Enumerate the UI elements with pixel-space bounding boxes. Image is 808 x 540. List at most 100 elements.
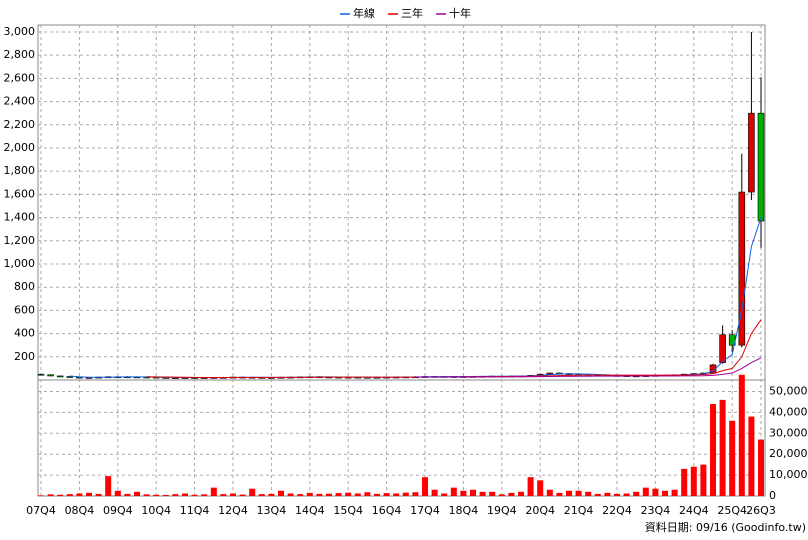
volume-bar — [335, 493, 342, 496]
y-tick-label: 1,600 — [4, 187, 36, 200]
y-tick-label: 800 — [14, 280, 35, 293]
x-tick-label: 10Q4 — [141, 504, 171, 517]
candle-body — [738, 191, 746, 346]
x-tick-label: 09Q4 — [103, 504, 133, 517]
candle-body — [748, 112, 755, 193]
volume-bar — [268, 493, 275, 496]
x-tick-label: 21Q4 — [564, 504, 594, 517]
y2-tick-label: 50,000 — [769, 384, 808, 397]
volume-bar — [681, 468, 688, 496]
x-tick-label: 20Q4 — [525, 504, 555, 517]
volume-bar — [642, 487, 649, 496]
volume-bar — [66, 494, 73, 496]
x-tick-label: 26Q3 — [746, 504, 776, 517]
x-tick-label: 14Q4 — [295, 504, 325, 517]
volume-bar — [431, 489, 438, 496]
candle-body — [719, 334, 726, 363]
y-tick-label: 1,800 — [4, 164, 36, 177]
volume-bar — [738, 374, 745, 496]
volume-bar — [614, 493, 620, 496]
volume-bar — [441, 493, 448, 496]
volume-bar — [191, 494, 198, 496]
volume-bar — [508, 492, 515, 496]
volume-bar — [86, 492, 92, 496]
volume-bar — [76, 493, 83, 496]
volume-bar — [220, 494, 227, 496]
x-tick-label: 17Q4 — [410, 504, 440, 517]
y-tick-label: 1,000 — [4, 257, 36, 270]
x-tick-label: 19Q4 — [487, 504, 517, 517]
volume-bar — [258, 494, 265, 496]
volume-bar — [230, 493, 236, 496]
volume-bar — [537, 480, 544, 496]
volume-bar — [210, 487, 217, 496]
y2-tick-label: 10,000 — [769, 468, 808, 481]
volume-bar — [690, 466, 697, 496]
volume-bar — [604, 492, 611, 496]
y-tick-label: 2,600 — [4, 71, 36, 84]
volume-bar — [498, 494, 505, 496]
volume-bar — [594, 493, 601, 496]
volume-bar — [249, 488, 256, 496]
volume-bar — [758, 439, 764, 496]
volume-bar — [623, 493, 630, 496]
volume-bar — [450, 487, 457, 496]
y-tick-label: 600 — [14, 303, 35, 316]
candle-body — [56, 375, 64, 378]
volume-bar — [316, 493, 323, 496]
volume-bar — [652, 488, 659, 496]
x-tick-label: 18Q4 — [449, 504, 479, 517]
candle-body — [546, 372, 554, 375]
x-tick-label: 22Q4 — [602, 504, 632, 517]
volume-bar — [95, 493, 102, 496]
candle-body — [47, 374, 54, 377]
volume-bar — [556, 492, 563, 496]
volume-bar — [585, 491, 592, 496]
volume-bar — [143, 494, 150, 496]
volume-bar — [182, 493, 188, 496]
volume-bar — [38, 495, 44, 496]
y2-tick-label: 20,000 — [769, 447, 808, 460]
volume-bar — [374, 493, 380, 496]
volume-bar — [162, 494, 169, 496]
candle-body — [757, 112, 765, 222]
volume-bar — [402, 492, 409, 496]
candle-body — [37, 373, 45, 376]
legend-label: 十年 — [449, 6, 471, 20]
x-tick-label: 23Q4 — [641, 504, 671, 517]
y-tick-label: 200 — [14, 350, 35, 363]
volume-bar — [566, 490, 572, 496]
volume-bar — [470, 489, 476, 496]
volume-bar — [326, 493, 332, 496]
volume-bar — [671, 489, 678, 496]
y-tick-label: 400 — [14, 327, 35, 340]
x-tick-label: 16Q4 — [372, 504, 402, 517]
volume-bar — [354, 493, 361, 496]
volume-bar — [479, 491, 486, 496]
x-tick-label: 07Q4 — [26, 504, 56, 517]
volume-bar — [297, 494, 304, 496]
ma-line — [415, 357, 762, 378]
volume-bar — [719, 399, 726, 496]
volume-bar — [662, 490, 668, 496]
volume-bar — [546, 489, 553, 496]
y2-tick-label: 30,000 — [769, 426, 808, 439]
x-tick-label: 24Q4 — [679, 504, 709, 517]
volume-bar — [575, 490, 582, 496]
plot-frame — [37, 24, 766, 497]
volume-bar — [383, 493, 390, 496]
y-tick-label: 3,000 — [4, 25, 36, 38]
volume-bar — [412, 492, 419, 496]
volume-bar — [239, 494, 246, 496]
volume-bar — [633, 491, 640, 496]
y-tick-label: 2,200 — [4, 118, 36, 131]
volume-bar — [489, 491, 496, 496]
volume-bar — [422, 477, 428, 496]
volume-bar — [172, 494, 179, 496]
volume-bar — [729, 420, 736, 496]
volume-bar — [57, 494, 64, 496]
volume-bar — [47, 494, 54, 496]
y-tick-label: 2,800 — [4, 48, 36, 61]
x-tick-label: 13Q4 — [257, 504, 287, 517]
